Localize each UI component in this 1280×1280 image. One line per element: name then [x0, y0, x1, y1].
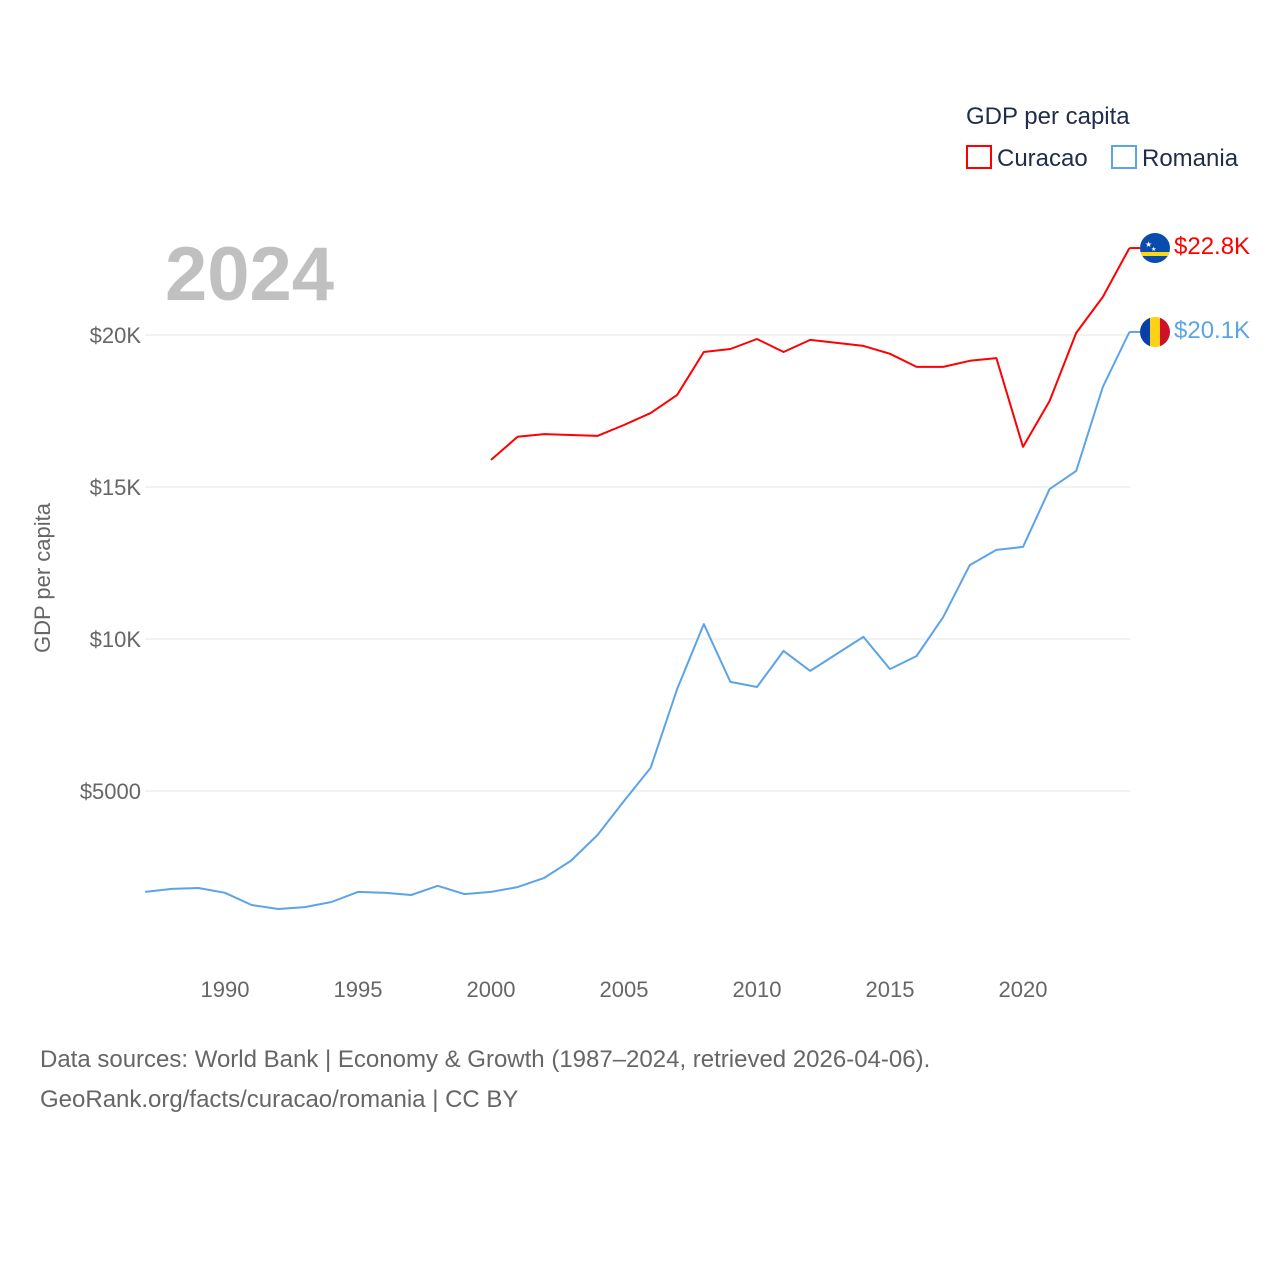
legend-title: GDP per capita — [966, 103, 1130, 130]
legend-item-curacao[interactable]: Curacao — [966, 145, 1088, 172]
x-tick-label: 2010 — [733, 977, 782, 1002]
y-tick-label: $20K — [90, 323, 142, 348]
legend-label-romania: Romania — [1142, 145, 1239, 172]
series-line-romania — [145, 331, 1131, 910]
legend-swatch-romania — [1111, 145, 1137, 169]
source-line-2: GeoRank.org/facts/curacao/romania | CC B… — [40, 1086, 519, 1113]
y-axis-label: GDP per capita — [30, 502, 55, 653]
x-tick-label: 1990 — [201, 977, 250, 1002]
curacao-flag-icon: ★ ★ — [1140, 233, 1170, 263]
y-tick-label: $5000 — [80, 779, 141, 804]
series-line-curacao — [490, 247, 1131, 461]
y-tick-label: $10K — [90, 627, 142, 652]
legend-item-romania[interactable]: Romania — [1111, 145, 1239, 172]
svg-text:★: ★ — [1145, 240, 1152, 249]
year-label: 2024 — [165, 232, 334, 317]
y-tick-label: $15K — [90, 475, 142, 500]
source-line-1: Data sources: World Bank | Economy & Gro… — [40, 1046, 931, 1073]
x-tick-label: 2015 — [866, 977, 915, 1002]
romania-flag-icon — [1140, 317, 1170, 347]
svg-text:★: ★ — [1151, 246, 1156, 253]
legend-label-curacao: Curacao — [997, 145, 1088, 172]
end-label-romania: $20.1K — [1174, 317, 1250, 344]
x-tick-label: 1995 — [334, 977, 383, 1002]
x-tick-label: 2005 — [600, 977, 649, 1002]
x-tick-label: 2000 — [467, 977, 516, 1002]
x-tick-label: 2020 — [999, 977, 1048, 1002]
legend-swatch-curacao — [966, 145, 992, 169]
end-label-curacao: $22.8K — [1174, 233, 1250, 260]
